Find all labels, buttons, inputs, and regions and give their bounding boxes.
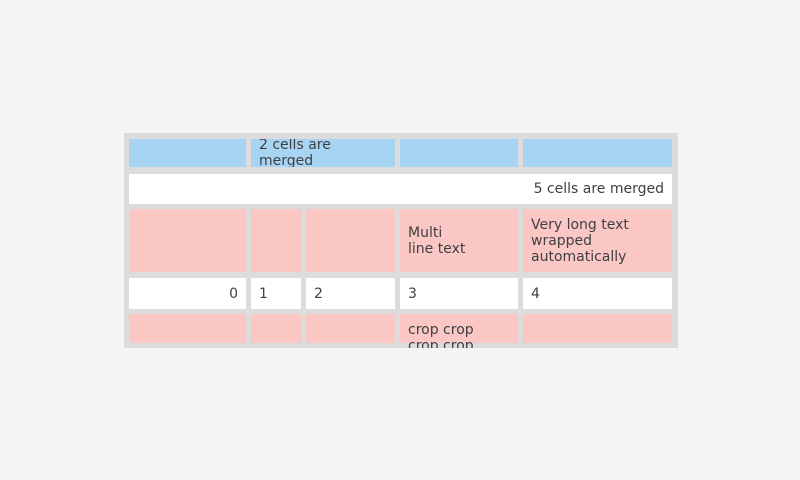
table-cell-r2c2[interactable] xyxy=(306,209,395,272)
table-row-merged5: 5 cells are merged xyxy=(129,174,678,204)
table-cell-r2c3[interactable]: Multi line text xyxy=(400,209,518,272)
table-row-cropped: crop crop crop crop xyxy=(129,314,678,348)
table-row-multiline: Multi line text Very long text wrapped a… xyxy=(129,209,678,272)
table-cell-r3c2[interactable]: 2 xyxy=(306,278,395,309)
table-cell-r0-merged-2cols[interactable]: 2 cells are merged xyxy=(251,139,395,167)
table-cell-r0c4[interactable] xyxy=(523,139,672,167)
table-cell-r4c4[interactable] xyxy=(523,314,672,343)
table-cell-r0c3[interactable] xyxy=(400,139,518,167)
table-cell-r3c0[interactable]: 0 xyxy=(129,278,246,309)
table-cell-r2c4[interactable]: Very long text wrapped automatically xyxy=(523,209,672,272)
table-cell-r3c1[interactable]: 1 xyxy=(251,278,301,309)
table-cell-r2c1[interactable] xyxy=(251,209,301,272)
table-cell-r4c1[interactable] xyxy=(251,314,301,343)
table-cell-r2c0[interactable] xyxy=(129,209,246,272)
table-cell-r4c3[interactable]: crop crop crop crop xyxy=(400,314,518,348)
table-cell-r1-merged-5cols[interactable]: 5 cells are merged xyxy=(129,174,672,204)
table-cell-r4c2[interactable] xyxy=(306,314,395,343)
table-widget[interactable]: 2 cells are merged 5 cells are merged Mu… xyxy=(124,133,678,348)
table-row-numbers: 0 1 2 3 4 xyxy=(129,278,678,309)
table-cell-r3c4[interactable]: 4 xyxy=(523,278,672,309)
table-cell-r3c3[interactable]: 3 xyxy=(400,278,518,309)
table-row-header: 2 cells are merged xyxy=(129,139,678,167)
table-cell-r4c0[interactable] xyxy=(129,314,246,343)
table-cell-r0c0[interactable] xyxy=(129,139,246,167)
